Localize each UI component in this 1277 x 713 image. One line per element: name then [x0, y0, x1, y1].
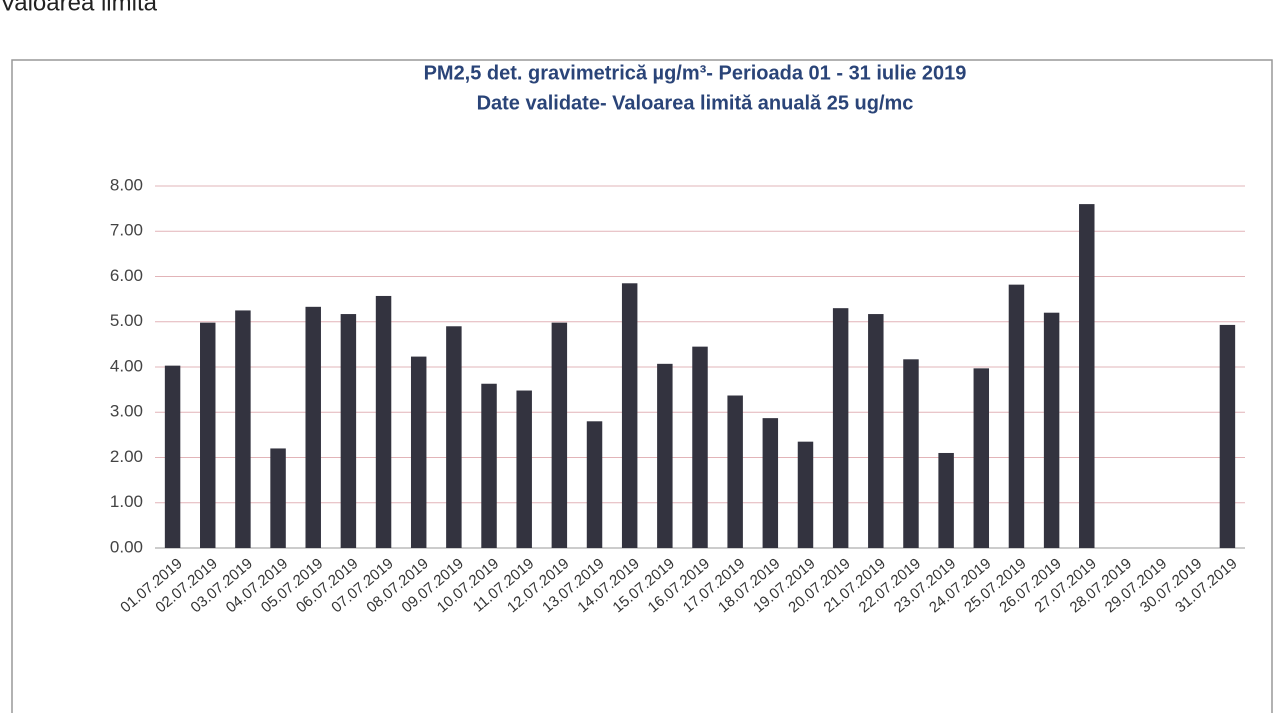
bar [235, 310, 251, 548]
bar [200, 322, 216, 548]
y-tick-label: 1.00 [110, 492, 143, 511]
y-tick-label: 6.00 [110, 266, 143, 285]
bar [832, 308, 849, 548]
bar [1219, 324, 1236, 548]
bar [551, 322, 568, 548]
bar [1079, 204, 1095, 548]
y-tick-label: 3.00 [110, 402, 143, 421]
y-tick-label: 7.00 [110, 221, 143, 240]
bar [1008, 284, 1025, 548]
bar [762, 418, 779, 548]
y-tick-label: 8.00 [110, 175, 143, 194]
bar [938, 452, 954, 548]
y-tick-label: 5.00 [110, 311, 143, 330]
bar [621, 283, 638, 548]
bar [586, 421, 603, 548]
page-text: Valoarea limită [0, 0, 158, 16]
bar [516, 390, 532, 548]
bar [657, 363, 673, 548]
bar [375, 295, 392, 548]
y-tick-label: 2.00 [110, 447, 143, 466]
bar [481, 383, 497, 548]
y-tick-label: 0.00 [110, 537, 143, 556]
bar [340, 314, 357, 548]
y-tick-label: 4.00 [110, 356, 143, 375]
bar [270, 448, 286, 548]
bar [868, 314, 884, 548]
bar [727, 395, 743, 548]
chart-frame [11, 59, 1273, 713]
bar [903, 359, 919, 548]
chart-subtitle: Date validate- Valoarea limită anuală 25… [477, 92, 914, 114]
chart-title: PM2,5 det. gravimetrică µg/m³- Perioada … [424, 62, 967, 84]
bar [692, 346, 708, 548]
bar [1043, 312, 1060, 548]
bar [797, 441, 814, 548]
bar [973, 368, 990, 548]
bar [305, 306, 321, 548]
bar [164, 365, 181, 548]
bar [446, 326, 462, 548]
bar [410, 356, 427, 548]
